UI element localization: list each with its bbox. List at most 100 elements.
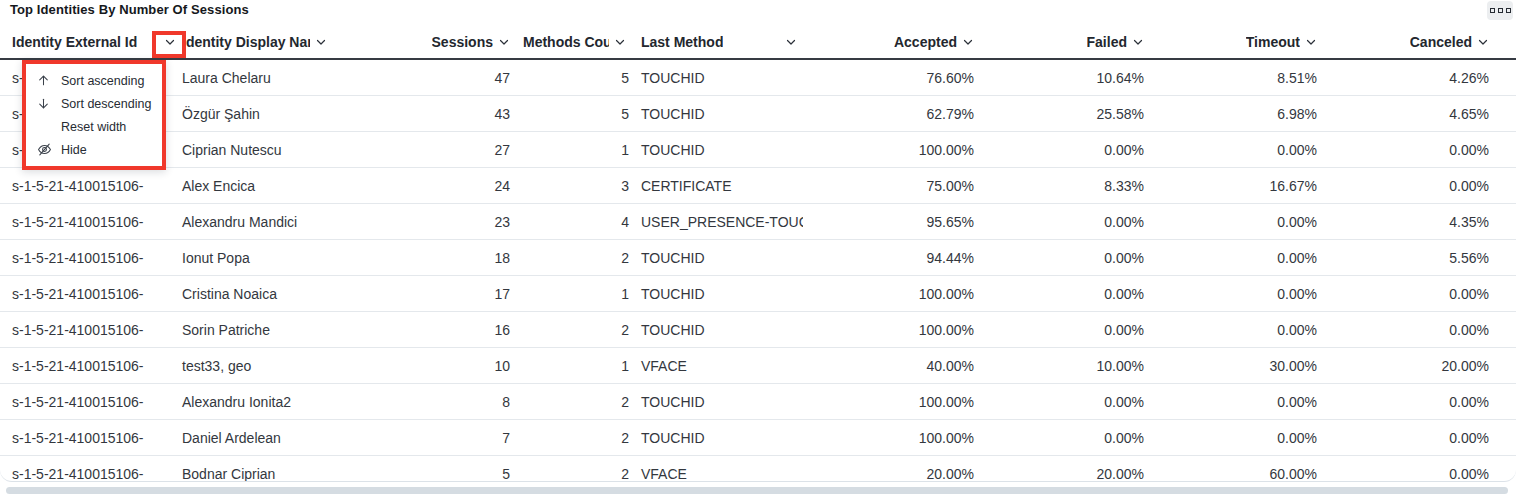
column-header-identity-display-name[interactable]: Identity Display Name xyxy=(176,26,338,58)
cell-canceled: 0.00% xyxy=(1321,456,1493,482)
cell-failed: 0.00% xyxy=(978,312,1148,347)
cell-methods-count: 1 xyxy=(518,348,633,383)
menu-item-reset-width[interactable]: Reset width xyxy=(26,115,162,138)
table-row: s-1-5-21-410015106- Alex Encica 24 3 CER… xyxy=(0,168,1516,204)
chevron-down-icon[interactable] xyxy=(315,36,327,48)
cell-accepted: 62.79% xyxy=(803,96,978,131)
cell-failed: 0.00% xyxy=(978,384,1148,419)
column-header-label: Methods Count xyxy=(523,34,609,50)
cell-failed: 10.00% xyxy=(978,348,1148,383)
column-header-canceled[interactable]: Canceled xyxy=(1321,26,1493,58)
cell-sessions: 27 xyxy=(338,132,518,167)
column-header-methods-count[interactable]: Methods Count xyxy=(518,26,633,58)
cell-failed: 0.00% xyxy=(978,204,1148,239)
chevron-down-icon[interactable] xyxy=(498,36,510,48)
horizontal-scrollbar[interactable] xyxy=(6,487,1508,494)
column-header-last-method[interactable]: Last Method xyxy=(633,26,803,58)
cell-identity-external-id: s-1-5-21-410015106- xyxy=(0,312,176,347)
cell-last-method: TOUCHID xyxy=(633,312,803,347)
column-header-sessions[interactable]: Sessions xyxy=(338,26,518,58)
table-row: s-1-5-21-410015106- Ciprian Nutescu 27 1… xyxy=(0,132,1516,168)
menu-item-label: Sort ascending xyxy=(61,74,144,88)
cell-accepted: 75.00% xyxy=(803,168,978,203)
cell-sessions: 17 xyxy=(338,276,518,311)
cell-timeout: 60.00% xyxy=(1148,456,1321,482)
cell-accepted: 100.00% xyxy=(803,384,978,419)
cell-sessions: 8 xyxy=(338,384,518,419)
column-header-label: Canceled xyxy=(1410,34,1472,50)
cell-failed: 0.00% xyxy=(978,240,1148,275)
cell-methods-count: 2 xyxy=(518,384,633,419)
table-row: s-1-5-21-410015106- Daniel Ardelean 7 2 … xyxy=(0,420,1516,456)
chevron-down-icon[interactable] xyxy=(614,36,626,48)
table-row: s-1-5-21-410015106- Laura Chelaru 47 5 T… xyxy=(0,60,1516,96)
cell-identity-display-name: Alexandru Ionita2 xyxy=(176,384,338,419)
chevron-down-icon[interactable] xyxy=(1132,36,1144,48)
panel-header: Top Identities By Number Of Sessions xyxy=(0,0,1516,26)
cell-accepted: 100.00% xyxy=(803,312,978,347)
table-viewport: Identity External Id Identity Display Na… xyxy=(0,26,1516,482)
table-row: s-1-5-21-410015106- Sorin Patriche 16 2 … xyxy=(0,312,1516,348)
cell-accepted: 20.00% xyxy=(803,456,978,482)
menu-item-sort-descending[interactable]: Sort descending xyxy=(26,92,162,115)
cell-timeout: 30.00% xyxy=(1148,348,1321,383)
panel-title: Top Identities By Number Of Sessions xyxy=(10,2,249,17)
menu-item-label: Hide xyxy=(61,143,87,157)
chevron-down-icon[interactable] xyxy=(1305,36,1317,48)
cell-sessions: 7 xyxy=(338,420,518,455)
cell-identity-external-id: s-1-5-21-410015106- xyxy=(0,348,176,383)
menu-item-hide[interactable]: Hide xyxy=(26,138,162,161)
cell-identity-display-name: Özgür Şahin xyxy=(176,96,338,131)
cell-identity-display-name: Alexandru Mandici xyxy=(176,204,338,239)
cell-identity-display-name: Sorin Patriche xyxy=(176,312,338,347)
cell-identity-external-id: s-1-5-21-410015106- xyxy=(0,240,176,275)
cell-last-method: TOUCHID xyxy=(633,384,803,419)
column-header-timeout[interactable]: Timeout xyxy=(1148,26,1321,58)
cell-canceled: 4.26% xyxy=(1321,60,1493,95)
column-header-identity-external-id[interactable]: Identity External Id xyxy=(0,26,176,58)
cell-canceled: 4.35% xyxy=(1321,204,1493,239)
cell-identity-display-name: Alex Encica xyxy=(176,168,338,203)
chevron-down-icon[interactable] xyxy=(164,36,176,48)
cell-accepted: 76.60% xyxy=(803,60,978,95)
cell-identity-external-id: s-1-5-21-410015106- xyxy=(0,276,176,311)
chevron-down-icon[interactable] xyxy=(785,36,797,48)
cell-identity-external-id: s-1-5-21-410015106- xyxy=(0,384,176,419)
cell-canceled: 0.00% xyxy=(1321,132,1493,167)
cell-timeout: 8.51% xyxy=(1148,60,1321,95)
column-header-failed[interactable]: Failed xyxy=(978,26,1148,58)
cell-identity-external-id: s-1-5-21-410015106- xyxy=(0,204,176,239)
table-row: s-1-5-21-410015106- Özgür Şahin 43 5 TOU… xyxy=(0,96,1516,132)
cell-timeout: 0.00% xyxy=(1148,384,1321,419)
chevron-down-icon[interactable] xyxy=(1477,36,1489,48)
cell-methods-count: 5 xyxy=(518,96,633,131)
column-header-accepted[interactable]: Accepted xyxy=(803,26,978,58)
cell-timeout: 0.00% xyxy=(1148,132,1321,167)
cell-accepted: 94.44% xyxy=(803,240,978,275)
panel-options-button[interactable] xyxy=(1487,1,1513,20)
cell-methods-count: 5 xyxy=(518,60,633,95)
table-row: s-1-5-21-410015106- Alexandru Mandici 23… xyxy=(0,204,1516,240)
cell-timeout: 0.00% xyxy=(1148,420,1321,455)
cell-sessions: 16 xyxy=(338,312,518,347)
cell-timeout: 6.98% xyxy=(1148,96,1321,131)
cell-methods-count: 2 xyxy=(518,312,633,347)
cell-last-method: VFACE xyxy=(633,348,803,383)
cell-accepted: 95.65% xyxy=(803,204,978,239)
arrow-down-icon xyxy=(37,97,54,110)
table-row: s-1-5-21-410015106- Ionut Popa 18 2 TOUC… xyxy=(0,240,1516,276)
column-header-label: Last Method xyxy=(641,34,723,50)
cell-sessions: 10 xyxy=(338,348,518,383)
menu-item-label: Reset width xyxy=(61,120,126,134)
chevron-down-icon[interactable] xyxy=(962,36,974,48)
menu-item-sort-ascending[interactable]: Sort ascending xyxy=(26,69,162,92)
cell-sessions: 24 xyxy=(338,168,518,203)
cell-canceled: 0.00% xyxy=(1321,312,1493,347)
top-identities-panel: Top Identities By Number Of Sessions Ide… xyxy=(0,0,1516,496)
cell-timeout: 16.67% xyxy=(1148,168,1321,203)
cell-failed: 10.64% xyxy=(978,60,1148,95)
cell-failed: 8.33% xyxy=(978,168,1148,203)
cell-failed: 0.00% xyxy=(978,132,1148,167)
cell-sessions: 23 xyxy=(338,204,518,239)
column-header-label: Identity Display Name xyxy=(182,34,310,50)
